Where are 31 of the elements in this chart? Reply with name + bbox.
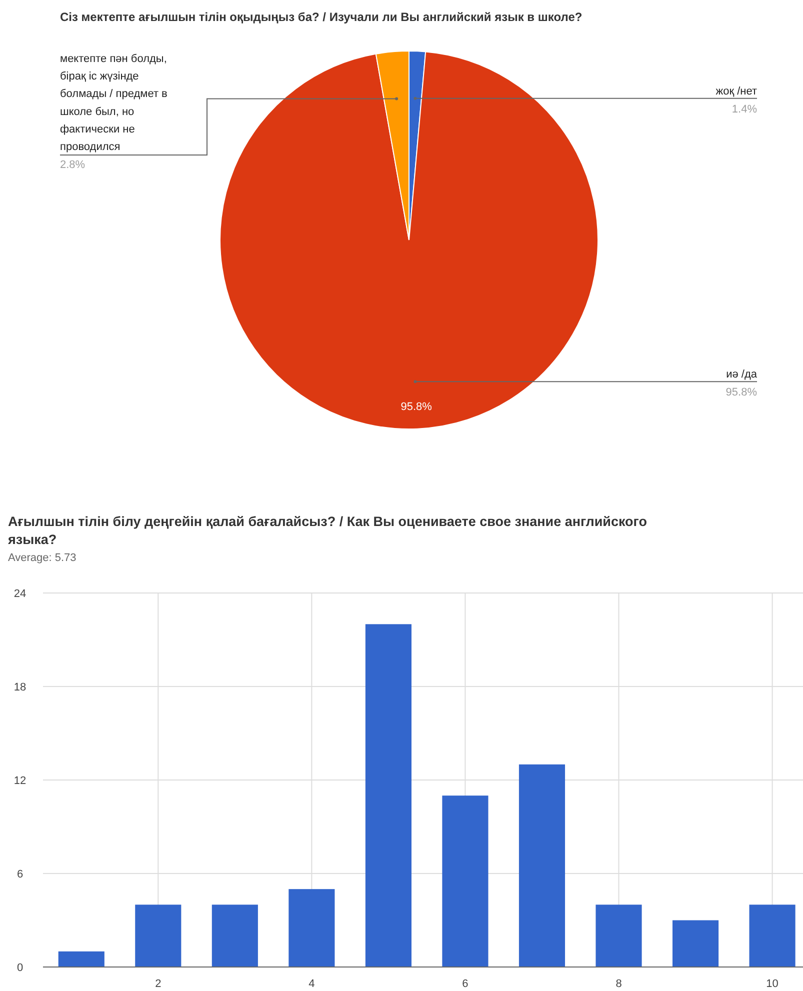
bar: [672, 920, 719, 967]
x-tick-label: 4: [308, 978, 315, 990]
chart-title: Сіз мектепте ағылшын тілін оқыдыңыз ба? / Изучали ли Вы английский язык в школе?: [60, 10, 582, 24]
bar: [596, 904, 642, 967]
slice-label: иә /да: [726, 368, 758, 381]
chart-title: Ағылшын тілін білу деңгейін қалай бағалайсыз? / Как Вы оцениваете свое знание английского языка?: [8, 514, 647, 547]
y-tick-label: 24: [14, 588, 26, 600]
bar: [518, 764, 566, 967]
slice-label: мектепте пән болды, бірақ іс жүзінде болмады / предмет в школе был, но фактически не проводился: [60, 53, 168, 153]
data-label: 2.8%: [60, 159, 86, 171]
data-label: 95.8%: [726, 386, 758, 399]
x-tick-label: 6: [462, 978, 468, 990]
x-tick-label: 10: [766, 978, 778, 990]
bar: [749, 904, 796, 967]
chart-subtitle: Average: 5.73: [8, 552, 76, 564]
bar: [442, 796, 488, 967]
bar: [365, 624, 412, 967]
y-tick-label: 18: [14, 682, 26, 694]
slice-label: жоқ /нет: [716, 85, 757, 98]
data-label: 1.4%: [732, 103, 758, 116]
bar: [288, 889, 335, 967]
bar: [212, 904, 258, 967]
y-tick-label: 12: [14, 775, 26, 787]
x-tick-label: 8: [616, 978, 622, 990]
y-tick-label: 6: [16, 868, 24, 880]
pie-slice: [220, 51, 598, 430]
y-tick-label: 0: [16, 962, 24, 974]
text: 95.8%: [400, 401, 432, 414]
bar: [58, 951, 104, 967]
x-tick-label: 2: [155, 978, 162, 990]
bar: [135, 904, 182, 967]
